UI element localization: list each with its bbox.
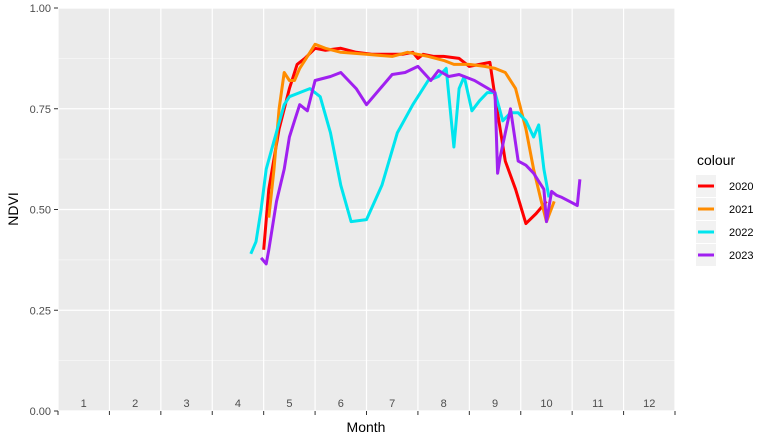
x-tick-label: 10 (540, 398, 552, 410)
x-tick-label: 7 (389, 398, 395, 410)
legend: colour 2020 2021 2022 2023 (696, 152, 753, 266)
x-tick-label: 1 (81, 398, 87, 410)
x-tick-label: 12 (643, 398, 655, 410)
series-line-2021 (267, 42, 556, 224)
x-axis-title: Month (347, 419, 386, 435)
x-tick-label: 2 (132, 398, 138, 410)
y-tick-label: 1.00 (30, 3, 51, 15)
series-lines (249, 42, 582, 266)
legend-label-2023: 2023 (729, 250, 753, 262)
y-tick-label: 0.50 (30, 205, 51, 217)
x-tick-label: 4 (235, 398, 241, 410)
x-tick-label: 5 (286, 398, 292, 410)
series-line-2022 (249, 66, 551, 255)
x-tick-labels: 1 2 3 4 5 6 7 8 9 10 11 12 (81, 398, 656, 410)
x-ticks (57, 411, 676, 415)
legend-label-2020: 2020 (729, 181, 753, 193)
x-tick-label: 11 (592, 398, 603, 410)
series-line-2023 (259, 64, 582, 266)
legend-label-2021: 2021 (729, 204, 753, 216)
y-tick-label: 0.75 (30, 104, 51, 116)
y-axis: 0.00 0.25 0.50 0.75 1.00 (30, 3, 58, 418)
series-line-2020 (262, 46, 548, 250)
x-tick-label: 8 (441, 398, 447, 410)
x-tick-label: 6 (338, 398, 344, 410)
y-axis-title: NDVI (5, 192, 21, 225)
x-tick-label: 3 (183, 398, 189, 410)
legend-label-2022: 2022 (729, 227, 753, 239)
y-tick-label: 0.25 (30, 305, 51, 317)
legend-items: 2020 2021 2022 2023 (696, 175, 753, 266)
y-tick-label: 0.00 (30, 406, 51, 418)
x-tick-label: 9 (492, 398, 498, 410)
legend-title: colour (697, 152, 735, 168)
